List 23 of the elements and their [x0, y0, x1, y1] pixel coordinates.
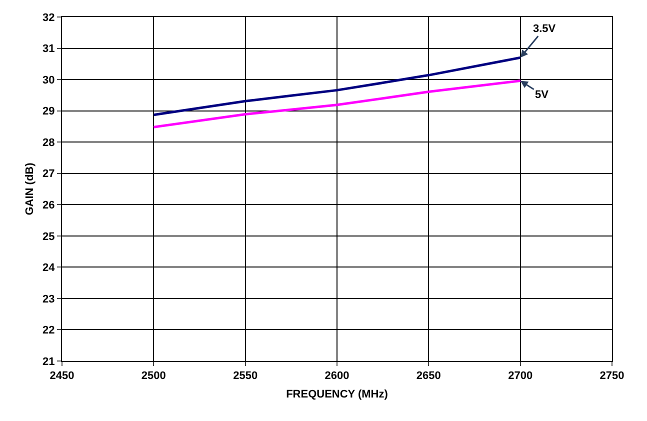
x-tick-label: 2650 [416, 370, 441, 382]
x-tick-label: 2750 [600, 370, 624, 382]
y-tick-label: 25 [42, 230, 55, 243]
x-tick-label: 2450 [50, 370, 74, 382]
y-tick-label: 23 [42, 293, 55, 306]
y-tick-label: 24 [42, 262, 56, 274]
y-tick-label: 29 [42, 106, 55, 118]
x-axis-title: FREQUENCY (MHz) [286, 388, 388, 400]
annotation: 3.5V [533, 23, 556, 35]
y-tick-label: 26 [42, 199, 55, 212]
x-tick-label: 2600 [324, 370, 350, 382]
y-tick-label: 31 [42, 43, 55, 56]
x-tick-label: 2700 [508, 370, 533, 382]
y-tick-label: 30 [42, 74, 55, 86]
y-tick-label: 21 [42, 356, 55, 368]
y-tick-label: 22 [42, 324, 55, 337]
y-tick-label: 32 [42, 12, 55, 24]
y-tick-label: 27 [42, 168, 55, 180]
x-tick-label: 2550 [233, 370, 258, 382]
annotation: 5V [535, 89, 550, 101]
x-tick-label: 2500 [141, 370, 166, 382]
y-axis-title: GAIN (dB) [24, 162, 36, 216]
y-tick-label: 28 [42, 136, 55, 149]
